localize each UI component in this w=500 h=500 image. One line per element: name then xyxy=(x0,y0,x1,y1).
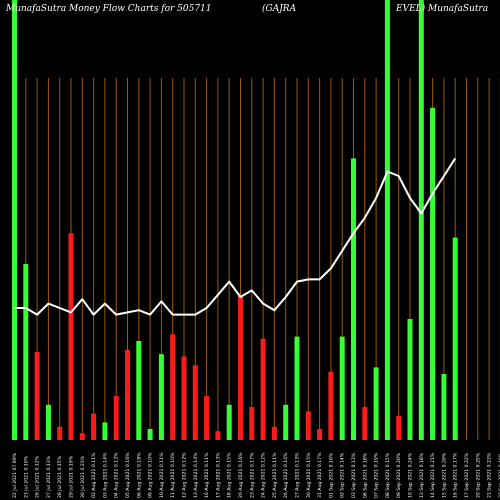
bar-9 xyxy=(102,422,108,440)
x-tick-label: 26 Jul 2021 0.12% xyxy=(35,455,41,498)
bar-8 xyxy=(91,413,97,440)
x-tick-label: 30 Aug 2021 0.15% xyxy=(306,452,312,498)
bar-7 xyxy=(79,433,85,440)
x-tick-label: 13 Aug 2021 0.14% xyxy=(193,452,199,498)
bar-12 xyxy=(136,341,142,440)
bar-23 xyxy=(260,338,266,440)
bar-29 xyxy=(328,371,334,440)
x-tick-label: 31 Aug 2021 0.17% xyxy=(317,452,323,498)
bar-38 xyxy=(430,107,436,441)
x-tick-label: 08 Sep 2021 0.15% xyxy=(385,452,391,498)
x-tick-label: 02 Sep 2021 0.14% xyxy=(340,452,346,498)
x-tick-label: 29 Jul 2021 0.19% xyxy=(69,455,75,498)
bar-17 xyxy=(192,365,198,440)
x-tick-label: 02 Aug 2021 0.11% xyxy=(91,452,97,498)
bar-19 xyxy=(215,431,221,440)
bar-33 xyxy=(373,367,379,440)
x-tick-label: 27 Jul 2021 0.13% xyxy=(46,455,52,498)
x-tick-label: 09 Aug 2021 0.10% xyxy=(148,452,154,498)
x-tick-label: 17 Aug 2021 0.13% xyxy=(215,452,221,498)
x-tick-label: 10 Aug 2021 0.11% xyxy=(159,452,165,498)
x-tick-label: 07 Sep 2021 0.19% xyxy=(374,452,380,498)
x-tick-label: 16 Sep 2021 0.17% xyxy=(453,452,459,498)
bar-30 xyxy=(339,336,345,440)
bar-34 xyxy=(384,0,390,440)
x-tick-label: 30 Jul 2021 0.23% xyxy=(80,455,86,498)
x-tick-label: 26 Aug 2021 0.14% xyxy=(283,452,289,498)
x-tick-label: 01 Sep 2021 0.16% xyxy=(328,452,334,498)
bar-31 xyxy=(351,158,356,440)
chart-title-left: MunafaSutra Money Flow Charts for 505711 xyxy=(5,4,212,14)
bar-10 xyxy=(113,396,119,440)
x-tick-label: 22 Sep 2021 0.19% xyxy=(498,452,500,498)
bar-2 xyxy=(23,264,29,440)
bar-36 xyxy=(407,319,413,440)
x-tick-label: 04 Aug 2021 0.13% xyxy=(114,452,120,498)
bar-24 xyxy=(271,426,277,440)
chart-title-mid: (GAJRA xyxy=(262,3,297,14)
bar-6 xyxy=(68,233,74,440)
x-tick-label: 06 Aug 2021 0.18% xyxy=(136,452,142,498)
x-tick-label: 05 Aug 2021 0.16% xyxy=(125,452,131,498)
x-tick-label: 20 Aug 2021 0.16% xyxy=(238,452,244,498)
bar-4 xyxy=(45,404,51,440)
bar-14 xyxy=(158,354,164,440)
money-flow-line xyxy=(14,157,457,316)
bar-22 xyxy=(249,407,255,440)
bar-26 xyxy=(294,336,300,440)
bar-16 xyxy=(181,356,187,440)
bar-21 xyxy=(238,294,243,440)
x-tick-label: 11 Aug 2021 0.10% xyxy=(170,452,176,498)
bar-37 xyxy=(418,0,424,440)
bar-11 xyxy=(125,349,130,440)
bar-15 xyxy=(170,334,176,440)
x-tick-label: 23 Aug 2021 0.17% xyxy=(249,452,255,498)
x-tick-label: 10 Sep 2021 0.24% xyxy=(408,452,414,498)
bar-3 xyxy=(34,352,40,440)
bar-39 xyxy=(441,374,447,440)
x-tick-label: 12 Aug 2021 0.12% xyxy=(182,452,188,498)
x-tick-label: 09 Sep 2021 0.20% xyxy=(396,452,402,498)
bar-5 xyxy=(57,426,63,440)
x-tick-label: 18 Aug 2021 0.15% xyxy=(227,452,233,498)
money-flow-bars xyxy=(12,0,458,441)
bar-20 xyxy=(226,404,232,440)
x-tick-label: 03 Sep 2021 0.13% xyxy=(351,452,357,498)
x-tick-label: 17 Sep 2021 0.22% xyxy=(464,452,470,498)
bar-27 xyxy=(305,411,311,440)
bar-13 xyxy=(147,429,153,440)
x-tick-label: 22 Jul 2021 07.99% xyxy=(12,452,18,498)
bar-40 xyxy=(452,237,458,440)
x-tick-label: 13 Sep 2021 0.18% xyxy=(419,452,425,498)
x-tick-label: 20 Sep 2021 0.25% xyxy=(475,452,481,498)
bar-25 xyxy=(283,404,289,440)
bar-18 xyxy=(204,396,210,440)
x-tick-label: 25 Aug 2021 0.11% xyxy=(272,452,278,498)
x-tick-label: 16 Aug 2021 0.11% xyxy=(204,452,210,498)
x-axis-tick-labels: 22 Jul 2021 07.99% 23 Jul 2021 0.10% 26 Ju… xyxy=(12,452,500,498)
x-tick-label: 24 Aug 2021 0.12% xyxy=(261,452,267,498)
x-tick-label: 14 Sep 2021 0.21% xyxy=(430,452,436,498)
bar-28 xyxy=(317,429,323,440)
x-tick-label: 15 Sep 2021 0.26% xyxy=(441,452,447,498)
x-tick-label: 03 Aug 2021 0.14% xyxy=(102,452,108,498)
bar-35 xyxy=(396,415,402,440)
x-tick-label: 06 Sep 2021 0.18% xyxy=(362,452,368,498)
chart-title-right: EVEL) MunafaSutra xyxy=(395,3,488,14)
bar-32 xyxy=(362,407,368,440)
x-tick-label: 21 Sep 2021 0.23% xyxy=(487,452,493,498)
x-tick-label: 27 Aug 2021 0.13% xyxy=(295,452,301,498)
x-tick-label: 28 Jul 2021 0.15% xyxy=(57,455,63,498)
bar-1 xyxy=(12,0,17,440)
x-tick-label: 23 Jul 2021 0.10% xyxy=(23,455,29,498)
